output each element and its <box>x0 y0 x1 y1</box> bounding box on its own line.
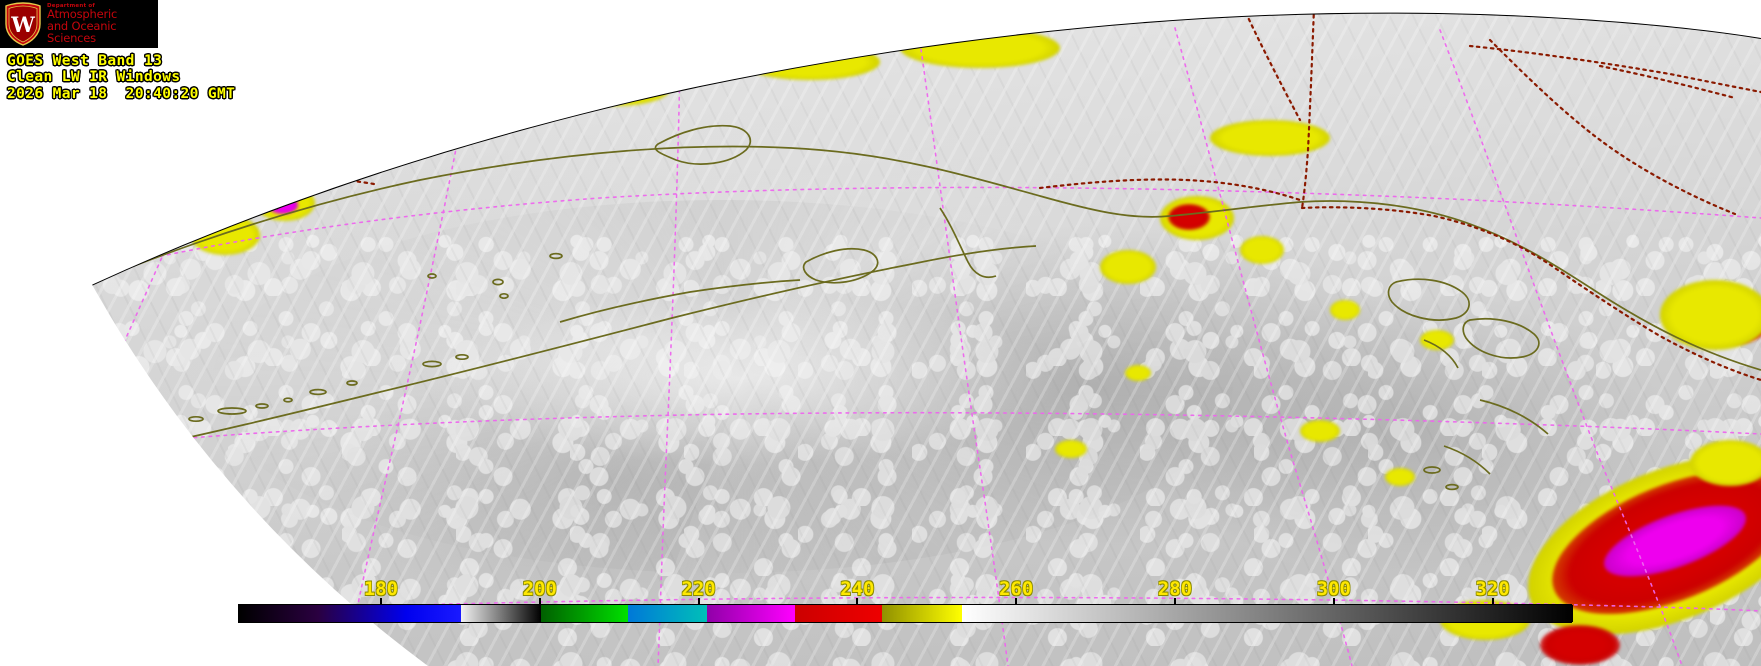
cold-cloud-patch <box>1385 468 1415 486</box>
colorbar-tick-label-260: 260 <box>998 578 1034 600</box>
cold-cloud-patch <box>0 380 48 408</box>
uw-crest-icon: W <box>5 2 41 46</box>
colorbar-tick-label-280: 280 <box>1157 578 1193 600</box>
colorbar-segment-violet-to-blue <box>318 605 406 622</box>
colorbar-segment-red-ramp <box>794 605 883 622</box>
colorbar-tick-label-240: 240 <box>840 578 875 600</box>
colorbar-segment-green-ramp <box>540 605 629 622</box>
title-band-description: Clean LW IR Windows <box>7 69 181 86</box>
colorbar-tick-label-220: 220 <box>681 578 716 600</box>
colorbar-segment-white-to-black <box>461 605 541 622</box>
logo-text-block: Department of Atmospheric and Oceanic Sc… <box>47 3 155 45</box>
title-satellite-band: GOES West Band 13 <box>7 53 163 69</box>
image-title-block: GOES West Band 13 Clean LW IR Windows 20… <box>7 53 235 102</box>
colorbar-tick-label-180: 180 <box>363 578 399 600</box>
colorbar-tick-label-320: 320 <box>1475 578 1510 600</box>
svg-text:W: W <box>10 12 35 37</box>
colorbar-segment-magenta-ramp <box>707 605 795 622</box>
cold-cloud-core <box>10 405 36 421</box>
colorbar-tick-label-200: 200 <box>522 578 557 600</box>
title-timestamp: 2026 Mar 18 20:40:20 GMT <box>7 85 236 102</box>
colorbar-segment-blue-bright <box>405 605 462 622</box>
colorbar-segment-grey-ramp <box>961 605 1573 622</box>
colorbar-segment-olive-to-yellow <box>882 605 962 622</box>
logo-line-2: and Oceanic Sciences <box>47 18 117 45</box>
colorbar-tick-label-300: 300 <box>1316 578 1351 600</box>
cold-cloud-patch <box>60 330 116 362</box>
colorbar-segment-blue-to-cyan <box>628 605 708 622</box>
uw-madison-aos-logo: W Department of Atmospheric and Oceanic … <box>0 0 158 48</box>
colorbar-segment-black-to-violet <box>239 605 319 622</box>
brightness-temperature-colorbar[interactable] <box>238 604 1573 623</box>
